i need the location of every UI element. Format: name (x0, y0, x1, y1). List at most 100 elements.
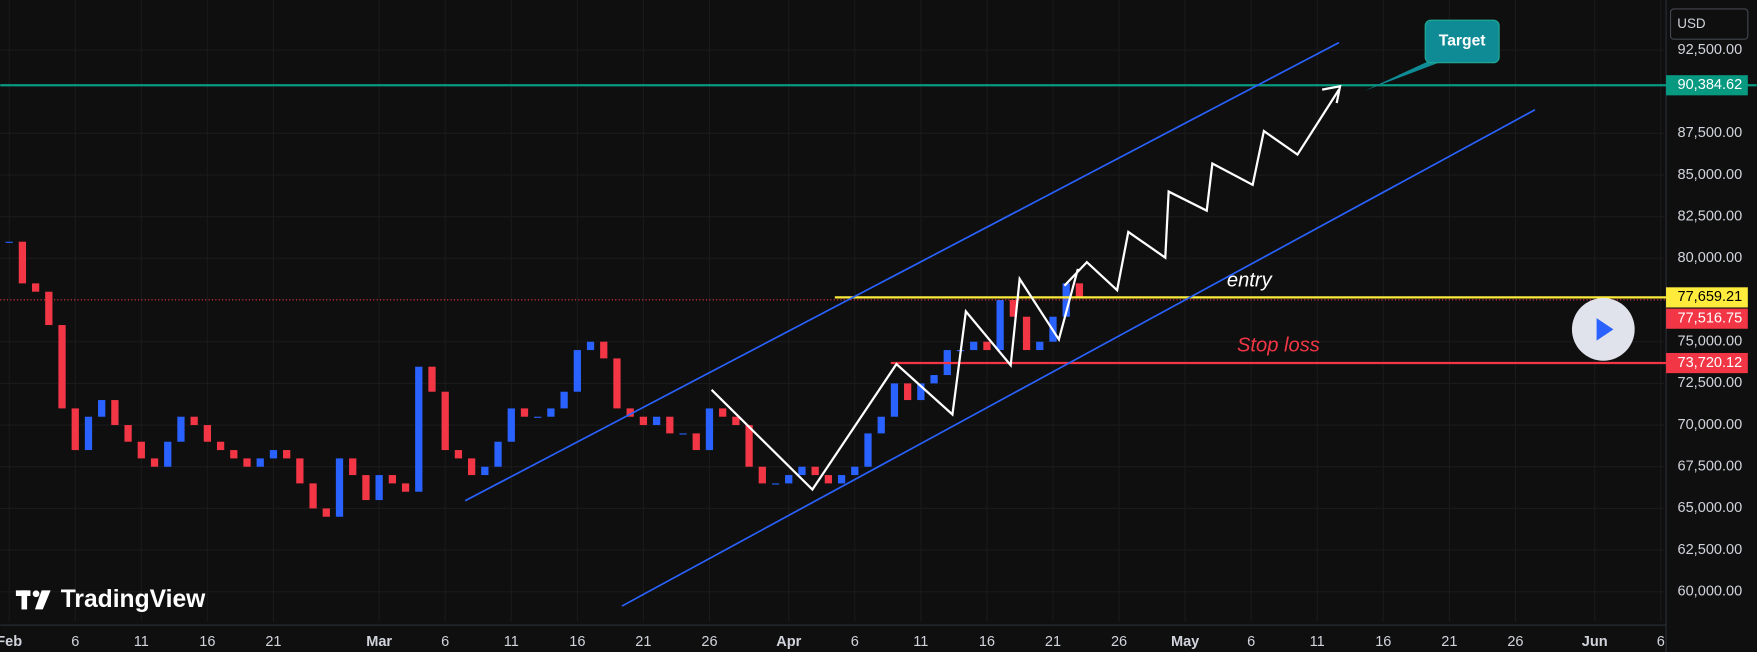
x-tick-label: 6 (851, 634, 859, 650)
levels (0, 84, 1757, 365)
price-bar (1036, 341, 1044, 351)
y-tick-label: 87,500.00 (1678, 125, 1743, 141)
price-bar (771, 483, 780, 485)
x-tick-label: 6 (1247, 634, 1255, 650)
x-tick-label: Mar (366, 634, 392, 650)
zigzag-past (710, 268, 1079, 492)
price-bar (415, 366, 423, 492)
price-bar (230, 450, 238, 459)
price-bar (996, 300, 1004, 351)
price-bar (150, 458, 159, 467)
price-bar (785, 475, 793, 484)
price-bar (71, 408, 79, 451)
price-bar (441, 391, 449, 451)
y-tick-label: 80,000.00 (1678, 250, 1743, 266)
price-bar (705, 408, 714, 451)
x-tick-label: 11 (134, 634, 149, 650)
logo-text: TradingView (61, 586, 206, 613)
entry-label: entry (1227, 270, 1274, 292)
y-tick-label: 75,000.00 (1678, 334, 1743, 350)
price-label-box (1666, 287, 1748, 308)
price-bar (216, 441, 225, 451)
price-bar (164, 441, 172, 467)
price-bar (970, 341, 978, 351)
price-label-box (1666, 352, 1748, 374)
price-bar (930, 375, 938, 384)
price-bar (309, 483, 317, 509)
x-tick-label: 16 (199, 634, 215, 650)
x-tick-label: 16 (1375, 634, 1391, 650)
currency-label: USD (1677, 16, 1706, 31)
price-bar (388, 475, 396, 484)
x-tick-label: Apr (776, 634, 801, 650)
price-bar (1075, 283, 1084, 298)
price-bar (534, 416, 542, 418)
price-bar (639, 416, 648, 426)
price-bar (811, 466, 819, 476)
price-bars (5, 241, 1084, 517)
price-bar (190, 416, 198, 426)
price-bar (520, 408, 529, 417)
price-bar (824, 475, 833, 484)
currency-button[interactable] (1669, 8, 1749, 40)
price-bar (375, 475, 383, 501)
price-bar (98, 400, 106, 417)
price-bar (600, 341, 608, 359)
y-tick-label: 70,000.00 (1678, 417, 1743, 433)
stop-loss-label: Stop loss (1237, 334, 1320, 356)
x-tick-label: 26 (701, 634, 717, 650)
price-bar (322, 508, 330, 517)
play-icon (1596, 318, 1614, 341)
price-bar (547, 408, 555, 417)
price-bar (904, 383, 912, 401)
price-label: 73,720.12 (1678, 355, 1743, 371)
price-bar (745, 425, 753, 467)
price-label: 90,384.62 (1678, 77, 1743, 93)
x-tick-label: May (1171, 634, 1200, 650)
price-bar (890, 383, 899, 417)
logo-mark (34, 590, 51, 610)
x-tick-label: 6 (1657, 634, 1665, 650)
zigzag-forecast (1063, 89, 1340, 293)
y-tick-label: 92,500.00 (1678, 42, 1743, 58)
x-tick-label: 16 (979, 634, 995, 650)
price-bar (798, 466, 806, 476)
price-bar (652, 416, 661, 426)
x-tick-label: 6 (441, 634, 449, 650)
price-bar (296, 458, 304, 484)
price-bar (349, 458, 357, 476)
price-bar (494, 441, 502, 467)
price-bar (679, 433, 687, 435)
price-bar (573, 350, 581, 392)
price-bar (362, 475, 370, 501)
price-bar (283, 450, 291, 459)
price-bar (18, 241, 27, 284)
price-bar (428, 366, 436, 392)
logo: TradingView (15, 586, 206, 613)
x-tick-label: 21 (1441, 634, 1457, 650)
price-bar (983, 341, 991, 351)
logo-mark (21, 590, 28, 610)
price-bar (837, 475, 846, 484)
price-bar (851, 466, 859, 476)
x-tick-label: 26 (1507, 634, 1523, 650)
price-bar (864, 433, 872, 467)
price-bar (732, 416, 740, 426)
y-tick-label: 72,500.00 (1678, 375, 1743, 391)
price-bar (586, 341, 595, 351)
price-bar (692, 433, 700, 451)
price-bar (177, 416, 185, 442)
arrow-head (1321, 84, 1342, 104)
price-bar (613, 358, 621, 409)
y-tick-label: 67,500.00 (1678, 459, 1743, 475)
price-bar (243, 458, 251, 467)
price-bar (401, 483, 410, 492)
x-tick-label: 11 (1310, 634, 1325, 650)
price-bar (877, 416, 885, 434)
price-bar (124, 425, 132, 442)
y-tick-label: 65,000.00 (1678, 500, 1743, 516)
x-tick-label: Feb (0, 634, 22, 650)
x-tick-label: 11 (913, 634, 928, 650)
